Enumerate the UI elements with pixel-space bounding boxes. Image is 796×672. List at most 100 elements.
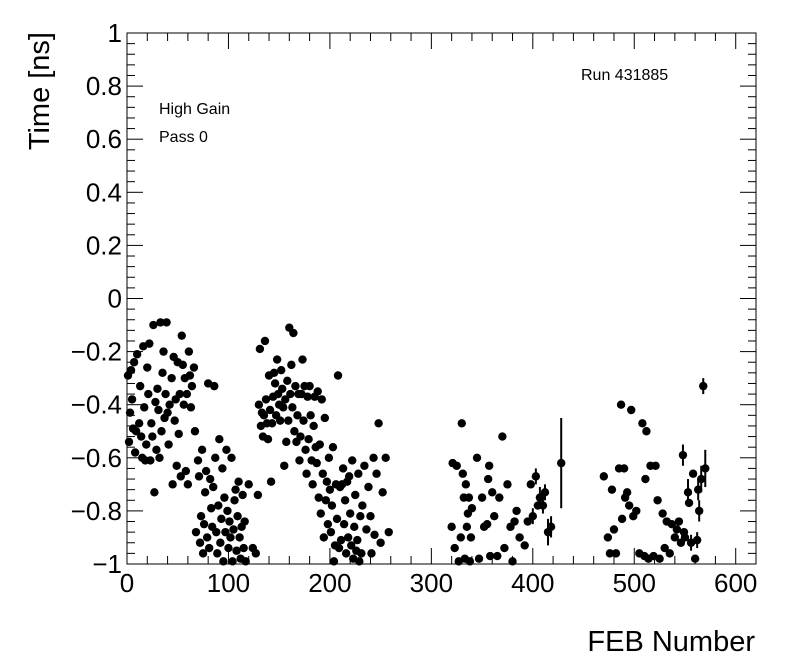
data-point — [220, 493, 229, 502]
data-point — [266, 477, 276, 486]
data-point — [327, 501, 337, 510]
data-point — [164, 440, 173, 449]
data-point — [667, 519, 676, 529]
data-point — [259, 411, 269, 420]
data-point — [450, 543, 459, 553]
data-point — [205, 474, 215, 484]
data-point — [227, 453, 236, 462]
data-point — [275, 416, 285, 425]
data-point — [161, 389, 170, 399]
data-point — [144, 389, 153, 399]
data-point — [472, 453, 482, 462]
data-point — [334, 543, 344, 553]
data-point — [617, 514, 627, 524]
data-point — [464, 493, 474, 502]
data-point — [308, 480, 317, 489]
data-point — [165, 400, 174, 409]
data-point — [185, 371, 195, 380]
data-point — [665, 549, 674, 558]
data-point — [280, 461, 289, 470]
data-point — [523, 517, 532, 526]
data-point — [332, 514, 342, 524]
data-point — [641, 474, 650, 484]
data-point — [693, 485, 703, 494]
data-point — [362, 525, 371, 534]
data-point — [627, 405, 636, 415]
data-point — [175, 389, 184, 399]
data-point — [207, 504, 216, 513]
data-point — [145, 339, 154, 348]
data-point — [224, 543, 233, 553]
data-point — [186, 403, 196, 412]
data-point — [315, 440, 324, 449]
data-point — [320, 413, 330, 423]
data-point — [293, 411, 302, 420]
data-point — [221, 527, 230, 537]
data-point — [281, 395, 290, 404]
axes: 0 100 200 300 400 500 600 −1 −0.8 −0.6 −0.4 −0.2 0 0.… — [71, 18, 758, 598]
data-point — [304, 435, 313, 444]
data-point — [338, 464, 348, 473]
data-point — [540, 488, 550, 497]
data-point — [127, 395, 137, 404]
data-point — [474, 554, 484, 563]
data-point — [215, 435, 224, 444]
data-point — [267, 419, 277, 428]
data-point — [272, 355, 282, 364]
data-point — [341, 549, 351, 558]
data-point — [508, 557, 517, 566]
data-point — [366, 512, 375, 521]
data-point — [535, 493, 545, 502]
data-point — [348, 456, 357, 465]
data-point — [142, 440, 151, 449]
gain-label: High Gain — [159, 101, 230, 118]
data-point — [140, 403, 149, 412]
data-point — [158, 368, 167, 378]
data-point — [196, 512, 206, 521]
data-point — [498, 432, 507, 441]
data-point — [653, 496, 662, 505]
data-point — [174, 429, 183, 439]
data-point — [179, 400, 189, 409]
data-point — [674, 517, 684, 526]
y-tick-label: −0.6 — [71, 443, 122, 473]
data-point — [603, 533, 613, 542]
data-point — [456, 533, 465, 542]
data-point — [611, 549, 621, 558]
data-point — [129, 358, 139, 367]
x-tick-label: 100 — [207, 568, 250, 598]
data-point — [655, 554, 664, 563]
y-tick-label: 0.6 — [86, 124, 122, 154]
data-point — [230, 496, 239, 505]
data-point — [493, 551, 502, 561]
data-point — [367, 549, 376, 558]
data-point — [278, 384, 287, 393]
data-point — [244, 480, 253, 489]
data-point — [134, 419, 144, 428]
data-point — [170, 416, 179, 425]
data-point — [284, 416, 293, 425]
data-point — [484, 461, 494, 470]
data-point — [197, 445, 207, 455]
data-point — [204, 543, 214, 553]
data-point — [167, 373, 176, 383]
data-point — [333, 371, 343, 380]
data-point — [149, 320, 158, 330]
data-point — [191, 527, 201, 537]
data-point — [670, 533, 680, 542]
x-tick-label: 400 — [511, 568, 554, 598]
plot-frame — [126, 32, 757, 565]
data-point — [214, 501, 223, 510]
data-point — [490, 512, 499, 521]
data-point — [369, 453, 378, 462]
y-tick-label: −0.4 — [71, 390, 122, 420]
y-axis-title: Time [ns] — [24, 32, 56, 150]
data-point — [232, 546, 241, 555]
data-point — [495, 493, 504, 502]
data-point — [265, 405, 275, 415]
data-point — [199, 519, 209, 529]
data-point — [344, 472, 354, 481]
data-point — [692, 535, 702, 545]
data-point — [683, 488, 693, 497]
